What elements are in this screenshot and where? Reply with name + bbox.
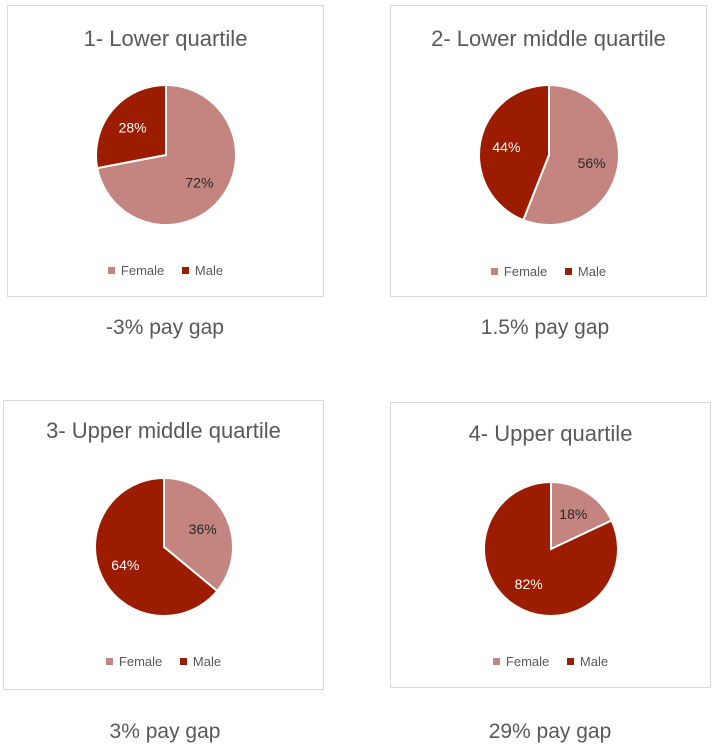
legend-item-female: Female xyxy=(105,654,163,669)
legend-label: Female xyxy=(505,654,550,669)
chart-legend: Female Male xyxy=(391,654,710,669)
chart-panel-lower-quartile: 1- Lower quartile 72% 28% Female Male xyxy=(7,5,324,297)
chart-panel-upper-quartile: 4- Upper quartile 18% 82% Female Male xyxy=(390,402,711,688)
pie-slice-female xyxy=(550,480,613,551)
legend-item-female: Female xyxy=(492,654,550,669)
chart-title: 2- Lower middle quartile xyxy=(431,26,666,51)
data-label-male: 82% xyxy=(515,576,543,592)
legend-item-female: Female xyxy=(107,263,165,278)
legend-item-male: Male xyxy=(181,263,224,278)
legend-swatch-male xyxy=(566,658,574,665)
legend-item-male: Male xyxy=(566,654,609,669)
legend-label: Male xyxy=(194,263,224,278)
legend-label: Female xyxy=(118,654,163,669)
data-label-female: 18% xyxy=(559,506,587,522)
pay-gap-caption: -3% pay gap xyxy=(106,316,224,339)
legend-swatch-female xyxy=(107,267,115,274)
legend-label: Male xyxy=(577,264,607,279)
legend-label: Female xyxy=(503,264,548,279)
pay-gap-caption: 1.5% pay gap xyxy=(480,316,610,339)
legend-label: Male xyxy=(579,654,609,669)
legend-label: Female xyxy=(120,263,165,278)
legend-swatch-female xyxy=(105,658,113,665)
data-label-female: 72% xyxy=(185,175,213,191)
legend-item-male: Male xyxy=(564,264,607,279)
chart-title: 1- Lower quartile xyxy=(83,26,248,51)
legend-swatch-female xyxy=(490,268,498,275)
pie-slice-male xyxy=(483,480,619,617)
chart-legend: Female Male xyxy=(391,264,706,279)
data-label-female: 36% xyxy=(189,521,217,537)
pie-slice-male xyxy=(478,83,550,222)
data-label-male: 64% xyxy=(111,557,139,573)
pie-slice-female xyxy=(163,476,235,593)
legend-item-male: Male xyxy=(179,654,222,669)
legend-swatch-male xyxy=(179,658,187,665)
pie-slice-male xyxy=(95,83,167,170)
chart-title: 4- Upper quartile xyxy=(468,421,633,446)
pay-gap-caption: 29% pay gap xyxy=(488,720,612,743)
legend-swatch-male xyxy=(181,267,189,274)
data-label-female: 56% xyxy=(578,155,606,171)
pay-gap-caption: 3% pay gap xyxy=(109,720,221,743)
pie-chart: 56% 44% xyxy=(478,83,621,226)
chart-legend: Female Male xyxy=(4,654,323,669)
pie-slice-male xyxy=(94,476,219,617)
legend-swatch-male xyxy=(564,268,572,275)
chart-panel-upper-middle-quartile: 3- Upper middle quartile 36% 64% Female M… xyxy=(3,400,324,690)
chart-title: 3- Upper middle quartile xyxy=(46,418,281,443)
data-label-male: 28% xyxy=(119,119,147,135)
legend-label: Male xyxy=(192,654,222,669)
chart-panel-lower-middle-quartile: 2- Lower middle quartile 56% 44% Female M… xyxy=(390,5,707,297)
legend-swatch-female xyxy=(492,658,500,665)
chart-legend: Female Male xyxy=(8,263,323,278)
pie-slice-female xyxy=(521,83,621,226)
pie-chart: 18% 82% xyxy=(483,480,619,617)
data-label-male: 44% xyxy=(492,139,520,155)
pie-chart: 72% 28% xyxy=(95,83,237,226)
legend-item-female: Female xyxy=(490,264,548,279)
pie-chart: 36% 64% xyxy=(94,476,235,617)
